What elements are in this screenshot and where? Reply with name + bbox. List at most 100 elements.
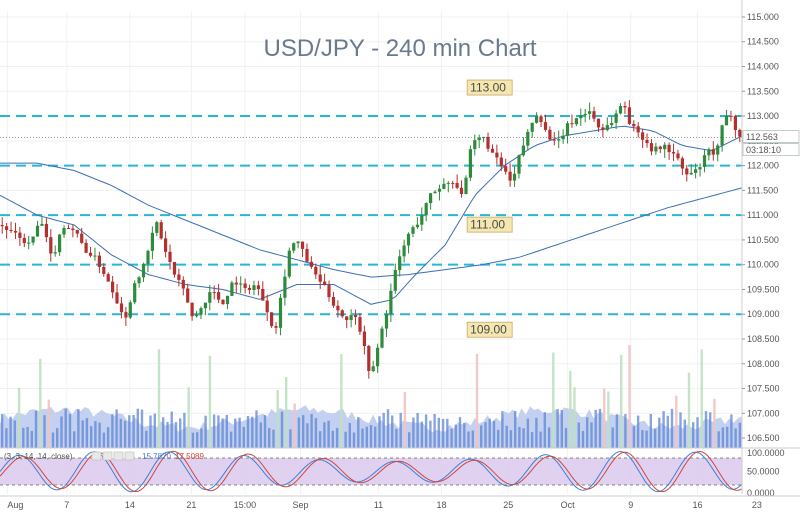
candle-body-136 (601, 127, 605, 131)
candle-body-45 (199, 308, 203, 315)
price-tick-label-10: 110.000 (747, 260, 779, 270)
osc-line-k (0, 450, 743, 493)
price-tick-label-16: 107.000 (747, 408, 780, 418)
candle-body-18 (80, 233, 84, 243)
candle-body-61 (270, 312, 274, 327)
candle-body-29 (128, 302, 132, 318)
price-tick-label-2: 114.000 (747, 62, 779, 72)
time-tick-label-9: Oct (561, 500, 576, 510)
candle-body-80 (353, 315, 358, 318)
volume-bar-123 (522, 428, 525, 448)
volume-bar-62 (263, 415, 267, 448)
volume-bar-135 (573, 387, 576, 448)
volume-bar-86 (365, 426, 368, 448)
candle-body-34 (150, 232, 154, 251)
volume-bar-124 (526, 418, 530, 448)
osc-value-d: 17.5089 (175, 452, 204, 461)
volume-bar-162 (687, 372, 691, 448)
volume-bar-42 (179, 418, 182, 448)
candle-body-144 (636, 126, 640, 133)
candle-body-22 (97, 255, 101, 267)
candle-body-109 (482, 136, 486, 138)
candle-body-64 (283, 276, 287, 298)
volume-bar-10 (43, 415, 46, 448)
volume-bar-126 (535, 417, 538, 448)
osc-tool-icon-0 (91, 451, 102, 461)
volume-bar-63 (268, 428, 271, 448)
candle-body-58 (256, 285, 260, 289)
candle-body-104 (459, 187, 464, 194)
candle-body-154 (680, 158, 684, 169)
volume-bar-131 (556, 409, 559, 448)
candle-body-132 (583, 113, 587, 116)
volume-bar-18 (77, 409, 80, 448)
volume-bar-23 (98, 422, 101, 448)
volume-bar-158 (670, 408, 674, 448)
candle-body-116 (512, 173, 517, 181)
time-tick-label-3: 21 (186, 500, 196, 510)
candle-body-89 (393, 270, 397, 291)
volume-bar-142 (603, 388, 606, 448)
osc-value-k: 15.7870 (142, 452, 171, 461)
candle-body-42 (186, 288, 190, 303)
volume-bar-27 (115, 409, 118, 448)
volume-bar-19 (81, 420, 84, 448)
volume-bar-133 (564, 427, 568, 448)
chart-title: USD/JPY - 240 min Chart (264, 35, 537, 62)
price-tick-label-1: 114.500 (747, 37, 779, 47)
candle-body-90 (398, 256, 402, 271)
candle-body-40 (177, 274, 181, 280)
moving-average-fast (0, 125, 743, 305)
volume-bar-52 (221, 418, 224, 448)
candle-body-139 (614, 113, 618, 123)
candle-body-93 (411, 227, 415, 234)
candle-body-47 (208, 292, 212, 303)
volume-bar-60 (255, 410, 258, 448)
candle-body-122 (539, 116, 543, 122)
candle-body-134 (592, 111, 596, 119)
candle-body-127 (561, 135, 565, 140)
candle-body-99 (437, 188, 442, 192)
candle-body-75 (331, 297, 336, 306)
candle-body-114 (504, 166, 508, 172)
volume-bar-25 (106, 427, 110, 448)
volume-bar-164 (696, 417, 699, 448)
candle-body-84 (371, 366, 375, 372)
volume-bar-106 (450, 428, 453, 448)
candle-body-164 (724, 115, 729, 126)
candle-body-118 (521, 145, 525, 156)
price-tick-label-6: 112.000 (747, 161, 779, 171)
volume-bar-87 (369, 425, 373, 448)
volume-bar-169 (717, 431, 720, 448)
volume-bar-102 (433, 414, 436, 448)
candle-body-150 (663, 144, 667, 150)
volume-bar-168 (713, 398, 716, 448)
candle-body-167 (738, 130, 742, 137)
volume-bar-39 (166, 422, 169, 448)
volume-bar-8 (34, 410, 38, 448)
osc-tick-label-0: 100.0000 (747, 448, 785, 458)
volume-bar-173 (734, 428, 737, 448)
volume-bar-17 (73, 431, 76, 448)
volume-bar-75 (318, 431, 322, 448)
osc-tool-icon-3 (124, 451, 135, 461)
volume-bar-160 (679, 412, 682, 448)
level-label-box-1 (466, 216, 513, 233)
volume-bar-35 (149, 415, 152, 448)
volume-bar-73 (310, 414, 313, 448)
candle-body-2 (9, 230, 13, 231)
volume-bar-110 (467, 431, 470, 448)
candle-body-91 (402, 245, 406, 257)
volume-bar-61 (259, 422, 262, 448)
candle-body-100 (442, 183, 446, 189)
volume-bar-31 (132, 415, 135, 448)
candle-body-131 (579, 115, 583, 119)
volume-bar-148 (628, 345, 631, 448)
candle-body-157 (694, 169, 698, 173)
candle-body-148 (654, 146, 658, 152)
candle-body-138 (610, 123, 614, 126)
volume-bar-134 (569, 370, 572, 448)
candle-body-161 (711, 149, 715, 155)
volume-bar-89 (378, 416, 381, 448)
